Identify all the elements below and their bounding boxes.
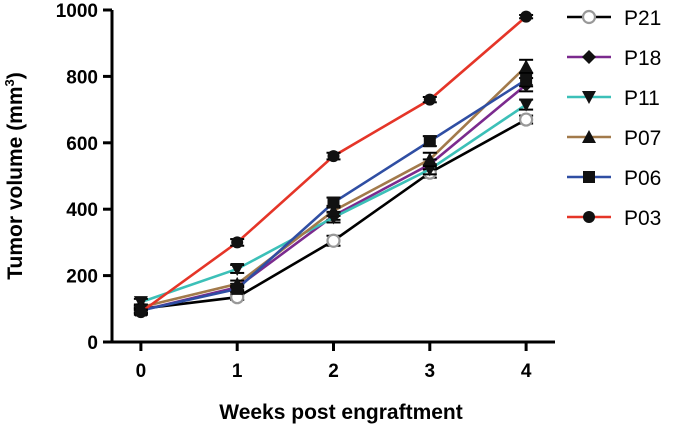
y-tick-label: 200 [66,267,98,288]
data-point-p11 [230,262,245,276]
data-point-p07 [519,59,534,73]
series-p03 [133,10,534,319]
legend-marker-p11 [582,91,596,104]
legend-item-p03: P03 [567,207,661,230]
data-point-p11 [519,98,534,112]
legend-marker-p03 [583,211,595,223]
y-axis-title-superscript: 3 [2,79,17,86]
x-tick-label: 3 [425,361,436,382]
legend-item-p18: P18 [567,47,661,70]
data-layer [133,10,534,319]
axes: 0 200 400 600 800 1000 0 1 2 3 4 [56,1,555,382]
y-axis-title-main: Tumor volume (mm [4,86,27,279]
x-axis-title: Weeks post engraftment [219,401,463,424]
data-point-p21 [326,233,341,248]
data-point-p03 [327,150,340,163]
data-point-p07 [422,152,437,166]
data-point-p03 [231,236,244,249]
legend-label-p18: P18 [624,47,661,70]
legend-item-p07: P07 [567,127,661,150]
y-tick-label: 600 [66,134,98,155]
data-point-p03 [423,93,436,106]
legend-marker-p07 [582,130,596,143]
legend-marker-p21 [581,9,597,25]
legend-marker-p06 [583,171,595,183]
x-tick-label: 0 [136,361,147,382]
data-point-p03 [520,10,533,23]
data-point-p21 [519,112,534,127]
y-tick-label: 400 [66,200,98,221]
legend-label-p21: P21 [624,7,661,30]
legend-item-p11: P11 [567,87,660,110]
data-point-p06 [423,135,436,148]
legend: P21 P18 P11 P07 P06 P03 [567,7,661,230]
x-tick-label: 1 [232,361,243,382]
y-axis-title-end: ) [4,72,27,79]
series-line-p06 [140,78,527,312]
legend-label-p03: P03 [624,207,661,230]
x-tick-label: 4 [521,361,532,382]
series-p06 [133,72,534,317]
data-point-p06 [327,196,340,209]
y-tick-label: 1000 [56,1,98,22]
legend-label-p06: P06 [624,167,661,190]
legend-label-p07: P07 [624,127,661,150]
legend-item-p06: P06 [567,167,661,190]
data-point-p03 [134,306,147,319]
legend-item-p21: P21 [567,7,661,30]
series-p07 [133,58,534,314]
data-point-p06 [520,73,533,86]
series-line-p03 [140,15,527,314]
legend-label-p11: P11 [624,87,660,110]
y-tick-label: 0 [87,333,98,354]
y-tick-label: 800 [66,67,98,88]
x-tick-label: 2 [328,361,339,382]
legend-marker-p18 [582,50,596,64]
data-point-p06 [231,282,244,295]
y-axis-title: Tumor volume (mm3) [2,72,27,280]
data-point-p07 [326,203,341,217]
